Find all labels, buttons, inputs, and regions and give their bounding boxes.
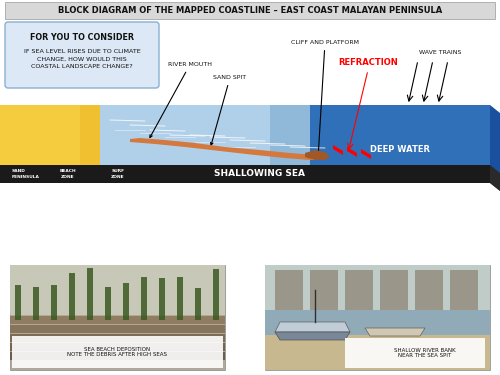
Bar xyxy=(177,285,183,320)
Polygon shape xyxy=(333,145,343,155)
Text: WAVE TRAINS: WAVE TRAINS xyxy=(419,50,461,55)
Polygon shape xyxy=(270,105,330,165)
Polygon shape xyxy=(310,105,490,165)
Text: IF SEA LEVEL RISES DUE TO CLIMATE
CHANGE, HOW WOULD THIS
COASTAL LANDSCAPE CHANG: IF SEA LEVEL RISES DUE TO CLIMATE CHANGE… xyxy=(24,49,140,69)
Bar xyxy=(275,270,303,310)
Bar xyxy=(345,270,373,310)
Bar xyxy=(10,334,225,342)
Bar xyxy=(265,265,490,370)
Bar xyxy=(10,316,225,324)
Polygon shape xyxy=(365,328,425,336)
Text: SAND SPIT: SAND SPIT xyxy=(210,75,246,145)
Polygon shape xyxy=(361,149,371,159)
Text: SURF: SURF xyxy=(112,169,124,173)
Polygon shape xyxy=(490,165,500,191)
Bar xyxy=(10,265,225,370)
Bar xyxy=(123,266,129,320)
Text: BEACH: BEACH xyxy=(60,169,76,173)
Text: SHALLOWING SEA: SHALLOWING SEA xyxy=(214,170,306,178)
Bar xyxy=(87,270,93,320)
Bar xyxy=(213,271,219,320)
Text: ZONE: ZONE xyxy=(111,175,125,179)
Text: CLIFF AND PLATFORM: CLIFF AND PLATFORM xyxy=(291,40,359,155)
Bar xyxy=(345,338,485,368)
Bar xyxy=(450,270,478,310)
Bar xyxy=(10,352,225,360)
Text: PENINSULA: PENINSULA xyxy=(12,175,40,179)
Text: REFRACTION: REFRACTION xyxy=(338,58,398,67)
Bar xyxy=(380,270,408,310)
Bar xyxy=(195,289,201,320)
Bar xyxy=(141,288,147,320)
Polygon shape xyxy=(305,150,330,160)
Polygon shape xyxy=(0,105,80,165)
Bar xyxy=(10,265,225,315)
Text: RIVER MOUTH: RIVER MOUTH xyxy=(150,62,212,138)
Bar xyxy=(15,271,21,320)
FancyBboxPatch shape xyxy=(5,2,495,19)
Bar xyxy=(12,336,223,368)
Bar xyxy=(265,335,490,370)
Polygon shape xyxy=(100,105,330,165)
Polygon shape xyxy=(0,165,490,183)
Polygon shape xyxy=(490,105,500,191)
FancyBboxPatch shape xyxy=(5,22,159,88)
Text: SAND: SAND xyxy=(12,169,26,173)
Text: ZONE: ZONE xyxy=(61,175,75,179)
Bar xyxy=(51,277,57,320)
Polygon shape xyxy=(275,322,350,332)
Polygon shape xyxy=(0,105,160,165)
Bar xyxy=(310,270,338,310)
Bar xyxy=(33,278,39,320)
Polygon shape xyxy=(347,147,357,157)
Polygon shape xyxy=(130,138,320,160)
Text: BLOCK DIAGRAM OF THE MAPPED COASTLINE – EAST COAST MALAYAN PENINSULA: BLOCK DIAGRAM OF THE MAPPED COASTLINE – … xyxy=(58,6,442,15)
Bar xyxy=(159,281,165,320)
Bar xyxy=(10,325,225,333)
Bar xyxy=(105,269,111,320)
Text: FOR YOU TO CONSIDER: FOR YOU TO CONSIDER xyxy=(30,33,134,42)
Bar xyxy=(69,270,75,320)
Text: DEEP WATER: DEEP WATER xyxy=(370,146,430,154)
Bar xyxy=(265,265,490,315)
Text: SHALLOW RIVER BANK
NEAR THE SEA SPIT: SHALLOW RIVER BANK NEAR THE SEA SPIT xyxy=(394,348,456,358)
Bar xyxy=(265,310,490,340)
Bar xyxy=(10,343,225,351)
Text: SEA BEACH DEPOSITION
NOTE THE DEBRIS AFTER HIGH SEAS: SEA BEACH DEPOSITION NOTE THE DEBRIS AFT… xyxy=(67,346,167,357)
Bar xyxy=(415,270,443,310)
Polygon shape xyxy=(275,332,350,340)
